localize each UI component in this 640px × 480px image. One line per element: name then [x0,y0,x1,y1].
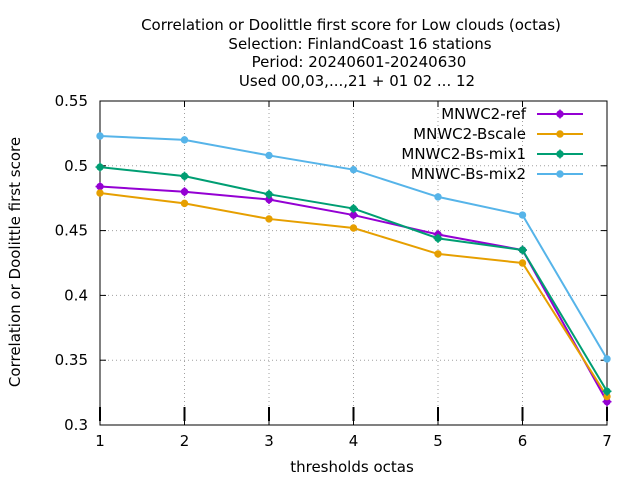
data-point [434,193,442,201]
legend-marker [555,149,565,159]
series-MNWC2-ref [95,182,612,407]
legend-label: MNWC2-Bscale [413,125,526,143]
y-tick-label: 0.55 [55,92,88,110]
data-point [264,189,274,199]
title-line-4: Used 00,03,...,21 + 01 02 ... 12 [239,72,475,90]
data-point [265,151,273,160]
y-tick-label: 0.5 [64,157,88,175]
x-tick-label: 4 [349,432,359,450]
legend-marker [555,109,565,119]
series-MNWC-Bs-mix2 [96,132,611,363]
legend: MNWC2-ref MNWC2-Bscale MNWC2-Bs-mix1 MNWC-B… [401,105,583,183]
title-line-2: Selection: FinlandCoast 16 stations [228,35,491,53]
legend-label: MNWC2-Bs-mix1 [401,145,526,163]
chart-title: Correlation or Doolittle first score for… [141,16,561,90]
y-tick-label: 0.3 [64,416,88,434]
series-MNWC2-Bscale [96,189,611,401]
data-point [180,187,189,197]
legend-marker [556,170,564,178]
data-point [518,259,527,267]
x-tick-label: 7 [602,432,612,450]
title-line-3: Period: 20240601-20240630 [252,53,467,71]
axes: 0.3 0.35 0.4 0.45 0.5 0.55 1 2 3 4 5 6 7 [55,92,612,450]
y-tick-label: 0.4 [64,286,88,304]
x-tick-label: 6 [518,432,528,450]
data-point [518,211,527,219]
y-tick-label: 0.35 [55,351,88,369]
data-point [602,386,612,396]
data-point [96,132,104,140]
legend-entry: MNWC-Bs-mix2 [411,165,583,183]
legend-entry: MNWC2-Bscale [413,125,583,143]
series-MNWC2-Bs-mix1 [95,162,612,396]
data-series [95,132,612,407]
data-point [180,199,189,208]
data-point [433,233,443,243]
x-axis-label: thresholds octas [290,458,414,476]
title-line-1: Correlation or Doolittle first score for… [141,16,561,34]
y-axis-label: Correlation or Doolittle first score [6,137,24,387]
data-point [349,204,358,214]
legend-label: MNWC-Bs-mix2 [411,165,526,183]
legend-entry: MNWC2-ref [441,105,583,123]
x-tick-label: 5 [433,432,443,450]
legend-label: MNWC2-ref [441,105,526,123]
data-point [95,162,105,172]
data-point [96,189,104,197]
x-tick-label: 3 [264,432,274,450]
data-point [349,224,358,232]
data-point [180,171,189,181]
legend-marker [556,130,564,138]
x-tick-label: 1 [95,432,105,450]
data-point [180,136,189,144]
data-point [265,215,273,223]
data-point [603,355,611,363]
data-point [518,245,527,255]
data-point [434,250,442,258]
grid-lines [100,101,607,425]
plot-frame [99,100,608,426]
legend-entry: MNWC2-Bs-mix1 [401,145,583,163]
data-point [349,165,358,174]
y-tick-label: 0.45 [55,222,88,240]
x-tick-label: 2 [180,432,190,450]
